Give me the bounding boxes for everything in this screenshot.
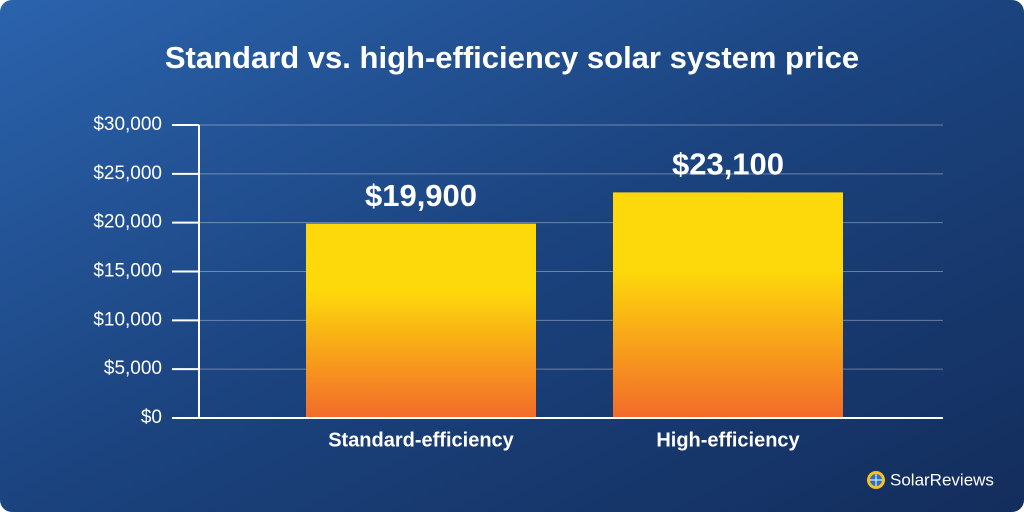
y-tick-label: $10,000 [93, 309, 162, 330]
y-tick-label: $20,000 [93, 212, 162, 233]
x-tick-label: High-efficiency [656, 429, 800, 451]
y-tick-label: $25,000 [93, 163, 162, 184]
brand-name: SolarReviews [890, 470, 994, 489]
brand-logo: SolarReviews [867, 470, 994, 489]
value-label: $23,100 [672, 147, 784, 182]
bar [306, 223, 536, 418]
bar [613, 192, 843, 418]
y-tick-label: $15,000 [93, 261, 162, 282]
y-tick-label: $5,000 [104, 358, 162, 379]
x-tick-label: Standard-efficiency [328, 429, 514, 451]
chart-title: Standard vs. high-efficiency solar syste… [165, 40, 859, 75]
y-tick-label: $30,000 [93, 114, 162, 135]
y-tick-label: $0 [141, 407, 162, 428]
value-label: $19,900 [365, 178, 477, 213]
